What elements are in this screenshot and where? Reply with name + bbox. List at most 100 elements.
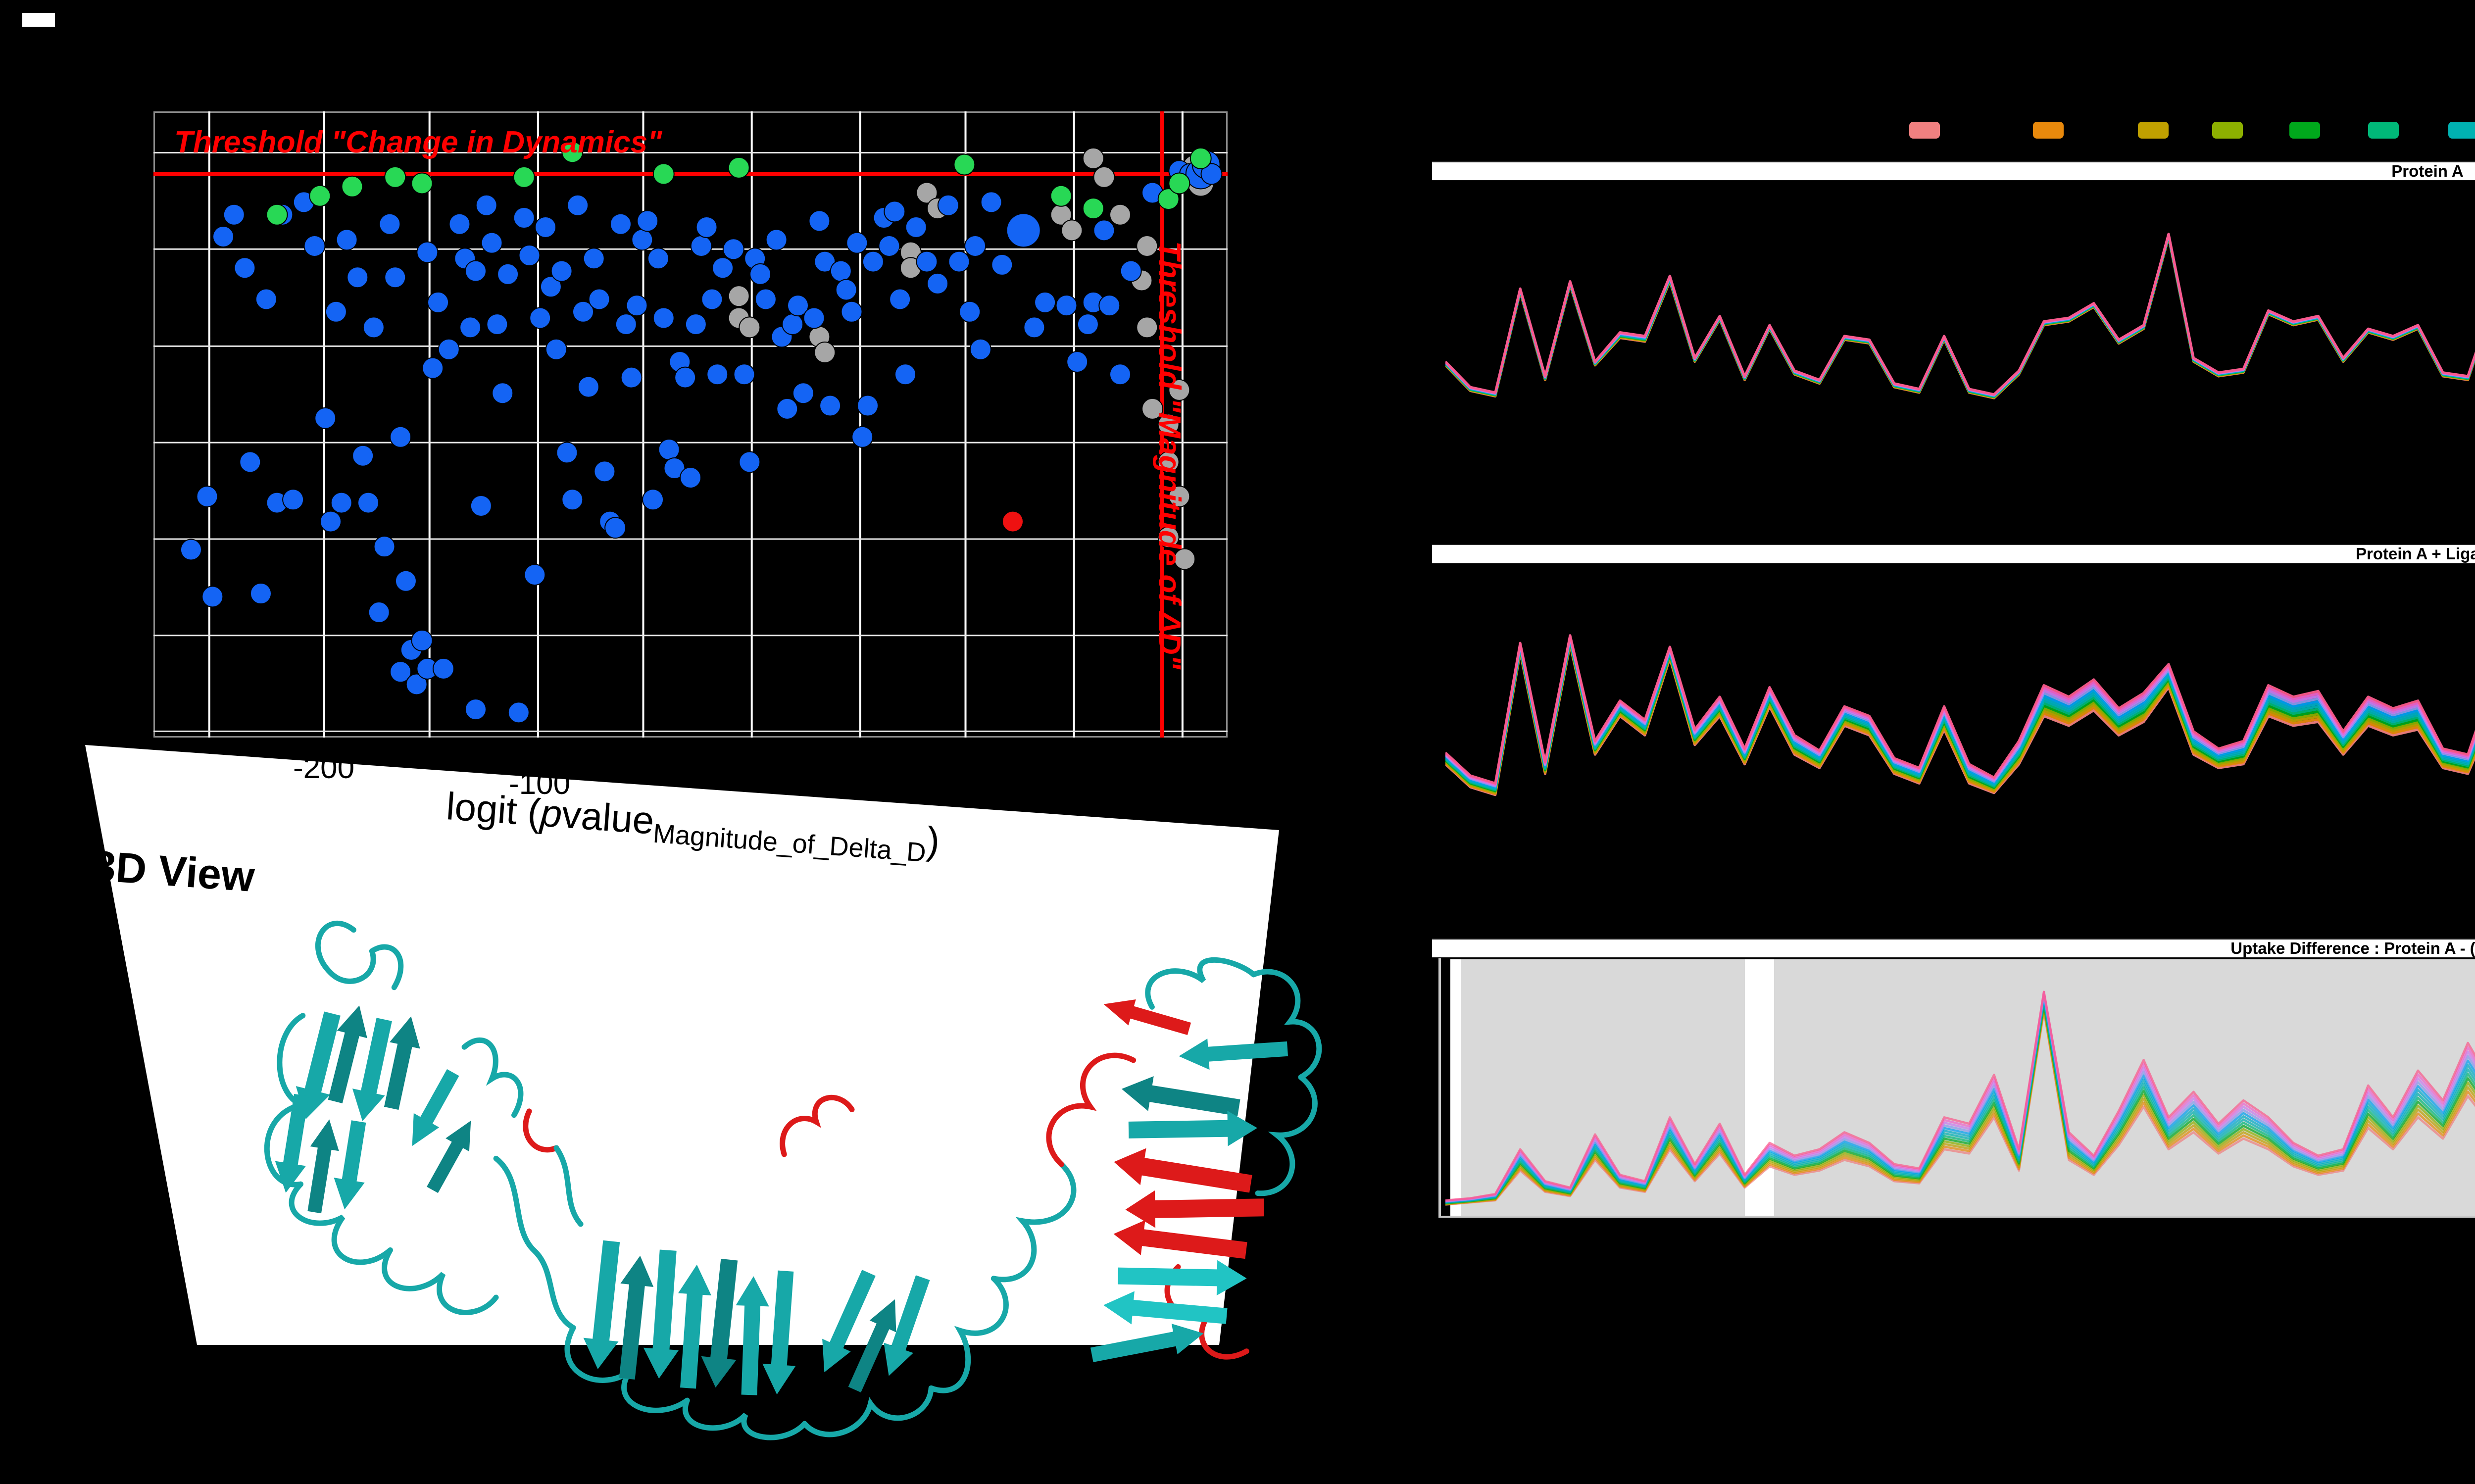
volcano-point-blue[interactable]	[588, 288, 610, 310]
volcano-point-blue[interactable]	[384, 266, 406, 289]
volcano-point-blue[interactable]	[894, 363, 916, 386]
uptake-line-timepoint-2[interactable]	[1445, 1009, 2475, 1206]
volcano-point-green[interactable]	[1157, 188, 1180, 210]
volcano-point-gray[interactable]	[814, 342, 836, 364]
volcano-point-blue[interactable]	[448, 213, 471, 235]
uptake-line-timepoint-11[interactable]	[1445, 993, 2475, 1203]
volcano-point-blue[interactable]	[545, 338, 567, 360]
volcano-point-gray[interactable]	[1093, 166, 1115, 188]
volcano-point-blue[interactable]	[314, 407, 337, 429]
uptake-line-timepoint-13[interactable]	[1445, 992, 2475, 1203]
volcano-point-blue[interactable]	[422, 357, 444, 379]
volcano-point-blue[interactable]	[507, 701, 530, 724]
volcano-point-blue[interactable]	[835, 279, 857, 301]
uptake-chart-protein-a[interactable]	[1445, 179, 2475, 544]
volcano-point-blue[interactable]	[239, 451, 261, 473]
volcano-point-gray[interactable]	[1082, 147, 1104, 169]
volcano-point-green[interactable]	[266, 203, 288, 226]
volcano-point-blue[interactable]	[754, 288, 777, 310]
volcano-point-blue[interactable]	[486, 313, 508, 336]
volcano-point-blue[interactable]	[325, 300, 347, 323]
volcano-point-blue[interactable]	[411, 629, 433, 651]
volcano-point-blue[interactable]	[379, 213, 401, 235]
volcano-point-blue[interactable]	[1006, 213, 1041, 248]
volcano-point-blue[interactable]	[320, 510, 342, 533]
volcano-plot[interactable]	[153, 111, 1228, 738]
volcano-point-blue[interactable]	[373, 536, 396, 558]
volcano-point-blue[interactable]	[851, 426, 874, 448]
volcano-point-blue[interactable]	[647, 247, 669, 270]
volcano-point-gray[interactable]	[1168, 379, 1190, 401]
legend-swatch-timepoint-6[interactable]	[2368, 122, 2399, 139]
volcano-point-blue[interactable]	[889, 288, 911, 310]
volcano-point-blue[interactable]	[637, 210, 659, 232]
volcano-point-green[interactable]	[411, 172, 433, 195]
volcano-point-blue[interactable]	[352, 445, 374, 467]
volcano-point-blue[interactable]	[1109, 363, 1131, 386]
volcano-point-green[interactable]	[953, 153, 976, 176]
volcano-point-blue[interactable]	[416, 241, 439, 263]
volcano-point-blue[interactable]	[513, 207, 535, 229]
volcano-point-blue[interactable]	[712, 257, 734, 279]
view3d-panel[interactable]	[85, 745, 1279, 1345]
volcano-point-green[interactable]	[1168, 172, 1190, 195]
volcano-point-blue[interactable]	[1098, 295, 1121, 317]
uptake-chart-protein-a-ligand[interactable]	[1445, 562, 2475, 939]
volcano-point-blue[interactable]	[1066, 351, 1089, 373]
volcano-point-blue[interactable]	[701, 288, 723, 310]
volcano-point-blue[interactable]	[465, 698, 487, 721]
volcano-point-blue[interactable]	[346, 266, 369, 289]
volcano-point-blue[interactable]	[620, 366, 643, 389]
volcano-point-blue[interactable]	[916, 250, 938, 273]
volcano-point-blue[interactable]	[524, 564, 546, 586]
volcano-point-blue[interactable]	[492, 382, 514, 404]
volcano-point-gray[interactable]	[1168, 485, 1190, 507]
volcano-point-blue[interactable]	[1023, 316, 1045, 339]
uptake-line-timepoint-13[interactable]	[1445, 622, 2475, 784]
volcano-point-blue[interactable]	[1200, 163, 1223, 185]
volcano-point-blue[interactable]	[282, 489, 304, 511]
volcano-point-blue[interactable]	[674, 366, 696, 389]
volcano-point-blue[interactable]	[518, 244, 541, 266]
volcano-point-blue[interactable]	[749, 263, 772, 285]
volcano-point-red[interactable]	[1002, 510, 1024, 533]
volcano-point-blue[interactable]	[583, 247, 605, 270]
volcano-point-blue[interactable]	[814, 250, 836, 273]
volcano-point-blue[interactable]	[819, 395, 842, 417]
volcano-point-blue[interactable]	[459, 316, 482, 339]
volcano-point-blue[interactable]	[567, 194, 589, 216]
volcano-point-blue[interactable]	[465, 260, 487, 282]
volcano-point-blue[interactable]	[706, 363, 729, 386]
volcano-point-gray[interactable]	[1061, 219, 1083, 242]
legend-swatch-timepoint-7[interactable]	[2448, 122, 2475, 139]
volcano-point-gray[interactable]	[728, 285, 750, 307]
volcano-point-blue[interactable]	[642, 489, 664, 511]
volcano-point-blue[interactable]	[808, 210, 831, 232]
uptake-line-timepoint-12[interactable]	[1445, 992, 2475, 1203]
volcano-point-green[interactable]	[384, 166, 406, 188]
uptake-line-timepoint-4[interactable]	[1445, 1006, 2475, 1206]
volcano-point-blue[interactable]	[529, 307, 551, 329]
volcano-point-blue[interactable]	[594, 460, 616, 483]
volcano-point-blue[interactable]	[475, 194, 497, 216]
volcano-point-green[interactable]	[1050, 185, 1072, 207]
volcano-point-blue[interactable]	[357, 492, 379, 514]
volcano-point-blue[interactable]	[787, 295, 809, 317]
volcano-point-blue[interactable]	[540, 276, 562, 298]
volcano-point-gray[interactable]	[1174, 548, 1196, 570]
volcano-point-gray[interactable]	[1136, 235, 1158, 257]
volcano-point-blue[interactable]	[846, 232, 868, 254]
volcano-point-blue[interactable]	[991, 253, 1013, 276]
volcano-point-gray[interactable]	[916, 182, 938, 204]
volcano-point-green[interactable]	[309, 185, 331, 207]
volcano-point-blue[interactable]	[180, 539, 202, 561]
volcano-point-gray[interactable]	[1109, 203, 1131, 226]
volcano-point-blue[interactable]	[438, 338, 460, 360]
volcano-point-blue[interactable]	[878, 235, 900, 257]
volcano-point-blue[interactable]	[427, 291, 449, 313]
volcano-point-blue[interactable]	[980, 191, 1002, 213]
volcano-point-blue[interactable]	[432, 657, 454, 680]
volcano-point-blue[interactable]	[626, 295, 648, 317]
volcano-point-blue[interactable]	[577, 376, 599, 398]
volcano-point-green[interactable]	[1082, 198, 1104, 220]
